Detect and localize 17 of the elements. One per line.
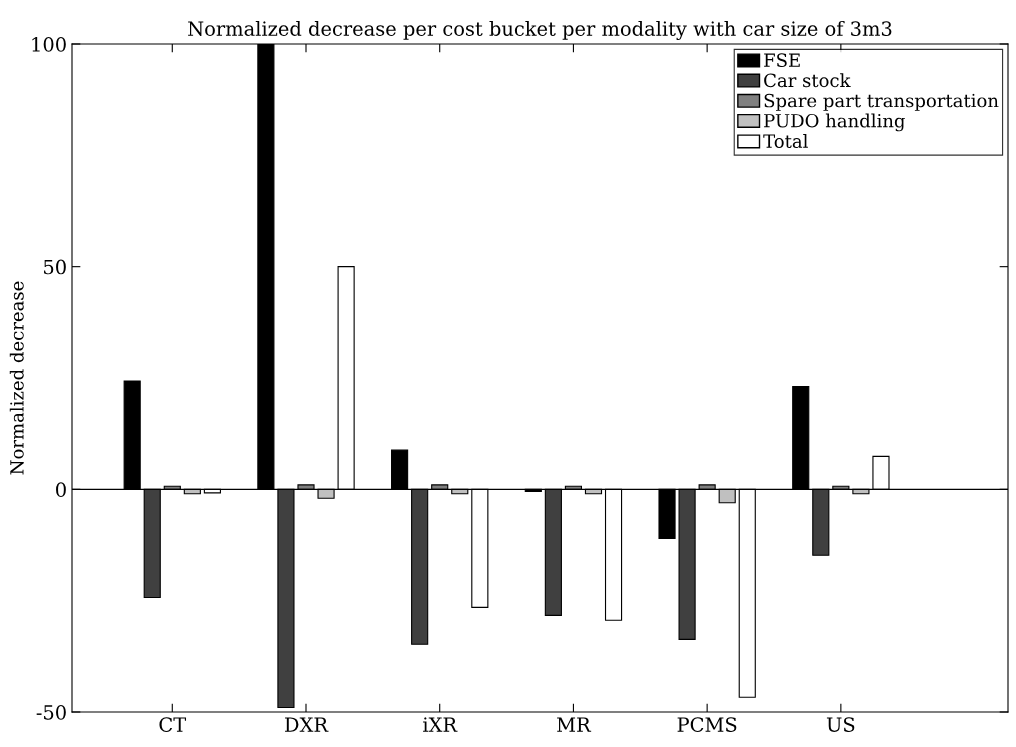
y-tick-label: 100 bbox=[32, 36, 66, 52]
x-tick-label: DXR bbox=[285, 717, 329, 732]
y-tick-label: 0 bbox=[56, 482, 66, 497]
legend-label: Spare part transportation bbox=[764, 93, 999, 111]
legend-label: Total bbox=[763, 134, 808, 148]
x-tick-label: US bbox=[826, 717, 855, 732]
x-tick-label: PCMS bbox=[677, 717, 737, 732]
x-tick-label: MR bbox=[557, 717, 592, 732]
x-tick-label: iXR bbox=[423, 717, 458, 732]
y-tick-label: -50 bbox=[36, 704, 66, 720]
y-tick-label: 50 bbox=[44, 259, 66, 275]
legend-label: PUDO handling bbox=[764, 113, 905, 132]
legend-label: Car stock bbox=[764, 73, 851, 88]
x-tick-label: CT bbox=[159, 717, 187, 732]
legend-label: FSE bbox=[764, 53, 800, 67]
chart-title: Normalized decrease per cost bucket per modality with car size of 3m3 bbox=[188, 20, 892, 40]
y-axis-title: Normalized decrease bbox=[9, 281, 24, 475]
